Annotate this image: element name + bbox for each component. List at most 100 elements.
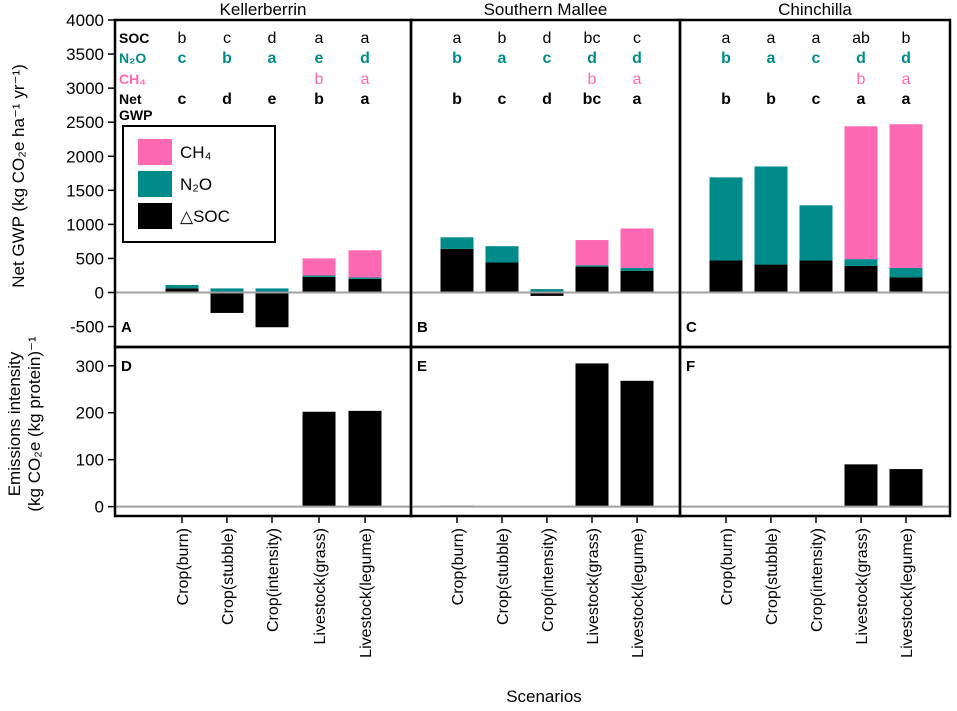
- letter-soc-kellerberrin-crop-burn: b: [178, 30, 187, 47]
- legend-swatch-n2o: [138, 171, 172, 197]
- letter-n2o-chinchilla-livestock-legume: d: [901, 50, 911, 67]
- letter-n2o-southern-mallee-crop-burn: b: [452, 50, 462, 67]
- bar-soc-southern-mallee-crop-burn: [440, 248, 474, 293]
- x-tick-label-southern-mallee-livestock-legume: Livestock(legume): [630, 528, 647, 658]
- letter-soc-southern-mallee-crop-stubble: b: [498, 30, 507, 47]
- x-axis-title: Scenarios: [506, 687, 582, 706]
- bottom-y-axis-title-line2: (kg CO₂e (kg protein)⁻¹: [25, 336, 44, 512]
- legend-label-soc: △SOC: [180, 207, 230, 226]
- bar-ch4-chinchilla-livestock-legume: [889, 124, 923, 268]
- bar-soc-chinchilla-crop-burn: [709, 260, 743, 293]
- bar-soc-southern-mallee-livestock-legume: [620, 270, 654, 293]
- x-tick-label-southern-mallee-livestock-grass: Livestock(grass): [585, 528, 602, 644]
- bar-soc-kellerberrin-crop-intensity: [255, 292, 289, 328]
- legend-swatch-soc: [138, 203, 172, 229]
- bar-n2o-kellerberrin-crop-intensity: [255, 288, 289, 293]
- bottom-y-axis-title-line1: Emissions intensity: [5, 351, 24, 496]
- panel-bottom-southern-mallee: E Crop(burn) Crop(stubble) Crop(intensity) L…: [409, 345, 682, 658]
- letter-soc-kellerberrin-crop-intensity: d: [268, 30, 277, 47]
- letter-net-kellerberrin-crop-stubble: d: [222, 91, 232, 108]
- letter-net-kellerberrin-livestock-grass: b: [314, 91, 324, 108]
- bar-ch4-kellerberrin-livestock-legume: [348, 250, 382, 278]
- row-label-n2o: N₂O: [119, 50, 146, 66]
- letter-soc-chinchilla-livestock-legume: b: [902, 30, 911, 47]
- bottom-y-tick-label: 300: [76, 357, 104, 376]
- letter-soc-southern-mallee-livestock-legume: c: [633, 30, 641, 47]
- x-tick-label-southern-mallee-crop-burn: Crop(burn): [450, 528, 467, 605]
- bar-ch4-kellerberrin-livestock-grass: [302, 258, 336, 276]
- x-tick-label-chinchilla-crop-stubble: Crop(stubble): [764, 528, 781, 625]
- letter-n2o-southern-mallee-crop-intensity: c: [543, 50, 552, 67]
- letter-net-southern-mallee-crop-intensity: d: [542, 91, 552, 108]
- letter-soc-kellerberrin-livestock-legume: a: [361, 30, 370, 47]
- letter-soc-chinchilla-crop-burn: a: [722, 30, 731, 47]
- site-title-chinchilla: Chinchilla: [778, 0, 852, 19]
- bar-soc-chinchilla-crop-stubble: [754, 264, 788, 293]
- row-label-net: Net: [119, 91, 142, 107]
- bar-n2o-southern-mallee-livestock-grass: [575, 265, 609, 267]
- x-tick-label-chinchilla-livestock-grass: Livestock(grass): [854, 528, 871, 644]
- top-y-tick-label: 0: [95, 284, 104, 303]
- bar-n2o-chinchilla-livestock-grass: [844, 259, 878, 266]
- letter-ch4-southern-mallee-livestock-legume: a: [633, 71, 642, 88]
- letter-soc-southern-mallee-crop-intensity: d: [543, 30, 552, 47]
- panel-tag-c: C: [686, 319, 697, 336]
- x-tick-label-kellerberrin-livestock-legume: Livestock(legume): [358, 528, 375, 658]
- letter-n2o-kellerberrin-crop-stubble: b: [222, 50, 232, 67]
- bar-soc-chinchilla-crop-intensity: [799, 260, 833, 293]
- legend-label-ch4: CH₄: [180, 143, 212, 162]
- bar-soc-southern-mallee-livestock-grass: [575, 266, 609, 293]
- bar-ch4-chinchilla-livestock-grass: [844, 126, 878, 260]
- bar-n2o-kellerberrin-crop-stubble: [210, 288, 244, 293]
- top-y-tick-label: 1500: [66, 181, 104, 200]
- bar-intensity-chinchilla-livestock-legume: [889, 469, 923, 507]
- row-label-soc: SOC: [119, 30, 149, 46]
- x-tick-label-kellerberrin-crop-stubble: Crop(stubble): [220, 528, 237, 625]
- legend-label-n2o: N₂O: [180, 175, 212, 194]
- bar-n2o-chinchilla-livestock-legume: [889, 267, 923, 278]
- panel-tag-f: F: [686, 358, 695, 375]
- letter-net-chinchilla-crop-stubble: b: [766, 91, 776, 108]
- letter-soc-chinchilla-crop-intensity: a: [812, 30, 821, 47]
- bar-intensity-kellerberrin-livestock-grass: [302, 411, 336, 507]
- top-y-tick-label: 4000: [66, 11, 104, 30]
- x-tick-label-chinchilla-crop-burn: Crop(burn): [719, 528, 736, 605]
- letter-net-kellerberrin-crop-intensity: e: [268, 91, 277, 108]
- letter-net-chinchilla-crop-burn: b: [721, 91, 731, 108]
- top-y-axis-title: Net GWP (kg CO₂e ha⁻¹ yr⁻¹): [9, 64, 28, 288]
- bar-n2o-kellerberrin-livestock-grass: [302, 275, 336, 277]
- bar-n2o-southern-mallee-livestock-legume: [620, 267, 654, 271]
- bar-n2o-kellerberrin-livestock-legume: [348, 277, 382, 279]
- top-y-axis: -500 0 500 1000 1500 2000 2500 3000 3500 4000: [66, 11, 115, 337]
- bar-n2o-chinchilla-crop-stubble: [754, 166, 788, 265]
- letter-n2o-kellerberrin-crop-burn: c: [178, 50, 187, 67]
- site-title-southern-mallee: Southern Mallee: [484, 0, 608, 19]
- row-label-ch4: CH₄: [119, 71, 146, 87]
- bar-soc-southern-mallee-crop-intensity: [530, 292, 564, 296]
- site-title-kellerberrin: Kellerberrin: [220, 0, 307, 19]
- bar-soc-southern-mallee-crop-stubble: [485, 262, 519, 293]
- bar-n2o-kellerberrin-crop-burn: [165, 285, 199, 289]
- letter-n2o-chinchilla-crop-intensity: c: [812, 50, 821, 67]
- panel-tag-a: A: [121, 319, 132, 336]
- letter-n2o-kellerberrin-crop-intensity: a: [268, 50, 277, 67]
- panel-bottom-chinchilla: F Crop(burn) Crop(stubble) Crop(intensity) L…: [678, 345, 952, 658]
- bar-soc-kellerberrin-livestock-grass: [302, 276, 336, 293]
- bar-ch4-southern-mallee-livestock-grass: [575, 240, 609, 266]
- letter-n2o-chinchilla-livestock-grass: d: [856, 50, 866, 67]
- bar-n2o-southern-mallee-crop-intensity: [530, 289, 564, 293]
- letter-n2o-southern-mallee-livestock-grass: d: [587, 50, 597, 67]
- letter-soc-southern-mallee-livestock-grass: bc: [584, 30, 601, 47]
- bar-intensity-kellerberrin-livestock-legume: [348, 410, 382, 507]
- row-label-gwp: GWP: [119, 107, 152, 123]
- top-y-tick-label: 2500: [66, 113, 104, 132]
- letter-soc-kellerberrin-crop-stubble: c: [223, 30, 231, 47]
- letter-ch4-southern-mallee-livestock-grass: b: [588, 71, 597, 88]
- letter-net-southern-mallee-livestock-legume: a: [633, 91, 642, 108]
- letter-n2o-chinchilla-crop-stubble: a: [767, 50, 776, 67]
- legend-swatch-ch4: [138, 139, 172, 165]
- letter-soc-chinchilla-livestock-grass: ab: [852, 30, 870, 47]
- x-tick-label-chinchilla-livestock-legume: Livestock(legume): [899, 528, 916, 658]
- letter-n2o-southern-mallee-livestock-legume: d: [632, 50, 642, 67]
